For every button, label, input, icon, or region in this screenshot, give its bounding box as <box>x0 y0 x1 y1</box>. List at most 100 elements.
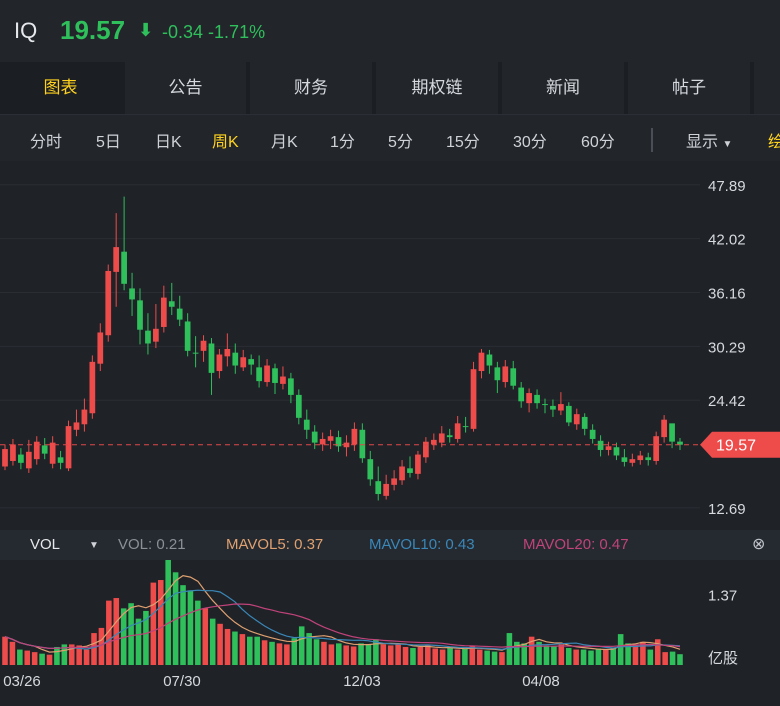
candle-body <box>25 451 32 469</box>
candle-body <box>573 414 580 425</box>
candle-body <box>486 354 493 366</box>
candle-body <box>176 308 183 320</box>
period-5day[interactable]: 5日 <box>96 134 121 151</box>
period-15min[interactable]: 15分 <box>446 134 480 151</box>
candle-body <box>335 437 342 447</box>
volume-bar <box>254 636 260 665</box>
volume-bar <box>321 641 327 665</box>
candle-body <box>605 446 612 450</box>
candle-body <box>470 369 477 429</box>
volume-bar <box>150 582 157 665</box>
candle-body <box>383 483 390 496</box>
period-daily[interactable]: 日K <box>155 134 182 151</box>
volume-bar <box>31 652 38 665</box>
candle-body <box>145 330 151 344</box>
close-icon[interactable]: ⊗ <box>752 536 766 553</box>
volume-bar <box>580 649 587 665</box>
volume-bar <box>195 600 201 665</box>
candle-body <box>526 393 532 404</box>
candle-body <box>137 300 143 330</box>
volume-bar <box>128 603 134 665</box>
candle-body <box>248 359 255 365</box>
period-30min[interactable]: 30分 <box>513 134 547 151</box>
candle-body <box>208 343 215 373</box>
candle-body <box>565 405 572 423</box>
candle-body <box>653 436 660 461</box>
volume-bar <box>506 633 513 665</box>
volume-bar <box>647 649 654 665</box>
candle-body <box>351 428 358 445</box>
volume-legend-bar: VOL ▼ VOL: 0.21 MAVOL5: 0.37 MAVOL10: 0.… <box>0 530 780 560</box>
draw-tool-tab[interactable]: 绘 <box>768 134 780 151</box>
candle-body <box>311 431 318 443</box>
volume-bar <box>106 600 112 665</box>
period-1min[interactable]: 1分 <box>330 134 355 151</box>
volume-bar <box>432 648 439 665</box>
volume-bar <box>113 598 120 665</box>
candle-body <box>121 251 127 284</box>
candle-body <box>73 422 80 430</box>
volume-indicator-select[interactable]: VOL <box>30 536 61 553</box>
current-price-line: 19.57 <box>0 431 780 458</box>
price-tick-label: 42.02 <box>708 232 746 249</box>
display-menu[interactable]: 显示 ▼ <box>686 128 732 152</box>
candle-body <box>621 457 628 462</box>
tab-chart[interactable]: 图表 <box>0 62 121 114</box>
candle-body <box>97 332 104 364</box>
price-tick-label: 12.69 <box>708 501 746 518</box>
tab-financials[interactable]: 财务 <box>250 62 372 114</box>
candle-body <box>462 426 469 428</box>
volume-bar <box>462 648 468 665</box>
volume-bar <box>410 648 416 665</box>
main-tabs: 图表 公告 财务 期权链 新闻 帖子 <box>0 62 780 114</box>
volume-bar <box>313 639 320 665</box>
candle-body <box>49 442 56 464</box>
tab-options-chain[interactable]: 期权链 <box>376 62 498 114</box>
time-tick-label: 03/26 <box>3 673 41 690</box>
volume-bar <box>677 654 683 665</box>
tab-more[interactable] <box>754 62 780 114</box>
tab-label: 新闻 <box>546 78 580 97</box>
volume-bar <box>654 639 661 665</box>
period-weekly[interactable]: 周K <box>212 134 239 151</box>
candles-layer <box>2 196 683 501</box>
period-intraday[interactable]: 分时 <box>30 134 63 151</box>
volume-bar <box>454 649 461 665</box>
volume-bar <box>417 646 424 665</box>
mavol20-line <box>4 603 681 650</box>
volume-bar <box>358 643 364 665</box>
volume-bar <box>669 651 676 665</box>
period-monthly[interactable]: 月K <box>271 134 298 151</box>
volume-bar <box>558 644 565 665</box>
candle-body <box>184 321 191 351</box>
candle-body <box>160 297 167 327</box>
chart-svg[interactable]: 47.89 42.02 36.16 30.29 24.42 12.69 19.57 1.3… <box>0 160 780 701</box>
period-5min[interactable]: 5分 <box>388 134 413 151</box>
volume-bar <box>239 634 246 665</box>
period-60min[interactable]: 60分 <box>581 134 615 151</box>
time-tick-label: 12/03 <box>343 673 381 690</box>
caret-down-icon[interactable]: ▼ <box>89 540 99 551</box>
volume-bar <box>632 644 639 665</box>
volume-bar <box>662 652 668 665</box>
candle-body <box>89 361 96 414</box>
volume-bar <box>120 608 127 665</box>
volume-bar <box>573 649 579 665</box>
candlestick-chart[interactable]: 47.89 42.02 36.16 30.29 24.42 12.69 19.57 1.3… <box>0 160 780 701</box>
volume-bar <box>328 644 335 665</box>
candle-body <box>256 367 262 382</box>
price-tick-label: 30.29 <box>708 339 746 356</box>
volume-bar <box>640 641 646 665</box>
tab-announcements[interactable]: 公告 <box>125 62 246 114</box>
candle-body <box>232 352 239 366</box>
price-tick-label: 24.42 <box>708 393 746 410</box>
price-change: -0.34 -1.71% <box>162 22 265 43</box>
volume-bar <box>91 633 97 665</box>
candle-body <box>57 457 64 463</box>
volume-bar <box>536 641 542 665</box>
tab-posts[interactable]: 帖子 <box>628 62 750 114</box>
tab-news[interactable]: 新闻 <box>502 62 624 114</box>
volume-bar <box>439 649 446 665</box>
volume-bar <box>68 644 75 665</box>
volume-layer: 1.37 亿股 <box>2 557 738 667</box>
